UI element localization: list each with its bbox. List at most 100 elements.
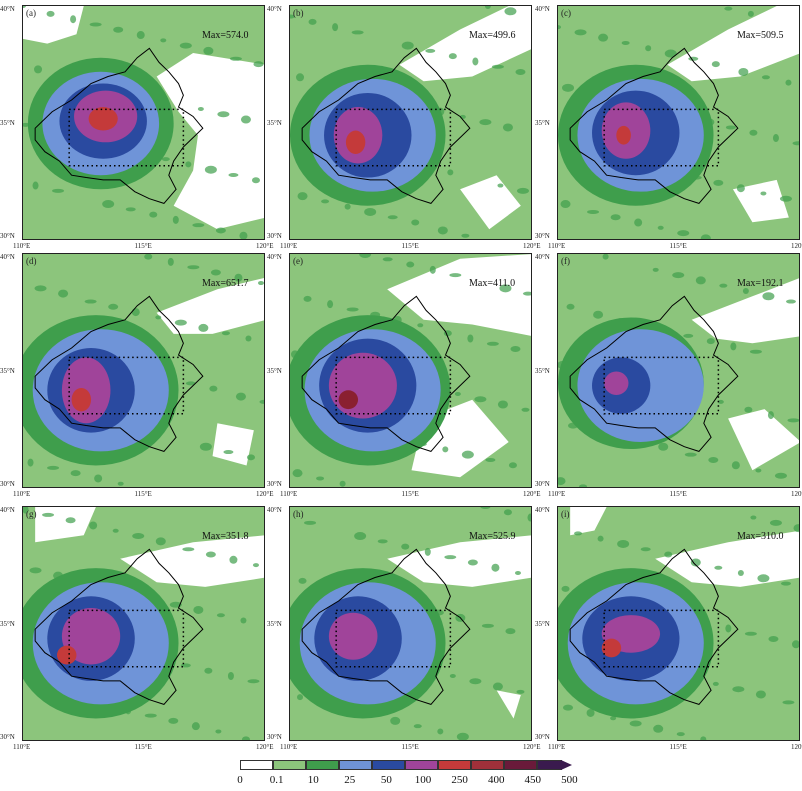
colorbar-label: 400 [487,774,505,786]
precip-fleck [29,567,42,574]
precip-fleck [657,225,664,230]
province-boundary [301,295,471,452]
no-precip-region [23,6,84,44]
no-precip-region [570,507,607,536]
y-tick-label: 35°N [0,366,15,375]
x-tick-label: 120°E [791,490,802,498]
precip-field [290,507,531,740]
y-tick-label: 40°N [535,253,550,261]
precip-fleck [449,273,462,278]
y-tick-label: 40°N [0,253,15,261]
precip-fleck [742,287,749,294]
max-value-label: Max=525.9 [469,531,516,542]
precip-fleck [558,25,561,30]
precip-fleck [762,292,775,301]
precip-fleck [714,565,723,570]
precip-fleck [425,48,436,53]
precip-fleck [757,574,770,583]
map-panel-b [289,5,532,240]
precip-fleck [316,476,325,481]
precip-fleck [768,636,779,643]
y-tick-label: 35°N [535,366,550,375]
precip-fleck [499,284,512,293]
y-tick-label: 30°N [535,232,550,240]
x-tick-label: 115°E [669,743,687,751]
precip-contour-red [71,387,92,412]
precip-fleck [484,6,491,9]
y-tick-label: 35°N [267,366,282,375]
precip-fleck [387,215,398,220]
colorbar-label: 50 [380,774,392,786]
precip-fleck [732,686,745,693]
precip-fleck [738,68,749,77]
precip-fleck [447,169,454,176]
precip-fleck [717,399,724,404]
precip-fleck [750,515,757,520]
precip-fleck [779,195,792,202]
precip-fleck [442,446,449,453]
province-boundary [569,47,739,204]
precip-fleck [449,673,456,678]
panel-label: (i) [561,509,570,519]
precip-fleck [749,349,762,354]
precip-fleck [725,624,732,633]
precip-fleck [131,308,140,317]
map-panel-d [22,253,265,488]
colorbar-arrow [561,760,572,770]
y-tick-label: 35°N [0,619,15,628]
precip-fleck [417,323,424,328]
precip-fleck [210,269,221,276]
precip-fleck [401,543,410,550]
precip-fleck [303,295,312,302]
precip-fleck [587,209,600,214]
max-value-label: Max=411.0 [469,278,516,289]
y-tick-label: 40°N [267,506,282,514]
no-precip-region [728,409,799,471]
precip-contour-red [88,107,118,131]
precip-fleck [42,512,55,517]
precip-fleck [23,507,29,514]
no-precip-region [399,6,531,82]
precip-fleck [94,474,103,483]
no-precip-region [387,535,531,587]
precip-field [558,254,799,487]
y-tick-label: 40°N [0,506,15,514]
precip-fleck [690,558,701,567]
precip-fleck [197,106,204,111]
precip-field [23,254,264,486]
precip-fleck [229,56,242,61]
precip-fleck [179,42,192,49]
x-tick-label: 110°E [280,743,298,751]
y-tick-label: 30°N [535,480,550,488]
precip-fleck [454,391,461,396]
y-tick-label: 40°N [535,5,550,13]
x-tick-label: 110°E [13,743,31,751]
colorbar-label: 100 [414,774,432,786]
precip-fleck [610,214,621,221]
precip-fleck [772,134,779,143]
x-tick-label: 115°E [669,242,687,250]
precip-fleck [448,53,457,60]
colorbar-label: 10 [307,774,319,786]
precip-fleck [198,323,209,332]
x-tick-label: 110°E [280,490,298,498]
precip-fleck [586,708,595,717]
precip-field [23,507,264,740]
colorbar-segment [240,760,273,770]
precip-fleck [514,571,521,576]
y-tick-label: 35°N [535,619,550,628]
precip-fleck [791,640,799,649]
panel-label: (e) [293,256,303,266]
precip-fleck [70,15,77,24]
precip-fleck [191,722,200,731]
precip-fleck [216,613,225,618]
precip-fleck [719,283,728,288]
no-precip-region [120,535,264,587]
precip-fleck [688,56,699,61]
colorbar-label: 0 [237,774,243,786]
precip-fleck [744,406,753,413]
precip-fleck [292,469,303,478]
precip-fleck [711,61,720,68]
colorbar-segment [339,760,372,770]
precip-contour-magenta [328,352,397,419]
